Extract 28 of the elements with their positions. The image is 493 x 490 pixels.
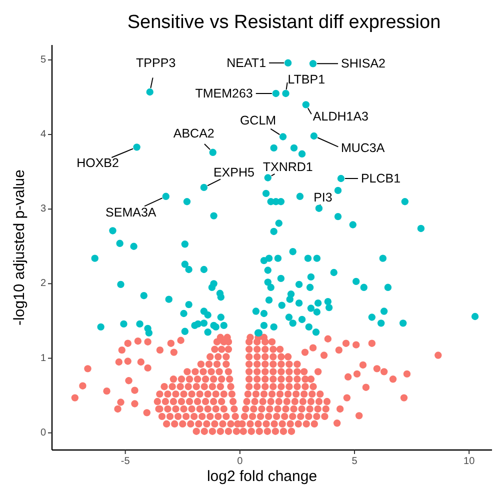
chart-title: Sensitive vs Resistant diff expression [127,12,441,33]
x-tick-label: 0 [237,456,244,467]
y-tick-label: 3 [40,204,46,215]
y-tick-label: 2 [40,278,46,290]
annotation: NEAT1 [226,56,266,70]
y-tick-label: 5 [40,54,46,66]
y-tick-label: 1 [40,352,46,364]
annotation: HOXB2 [76,156,120,170]
annotation: PLCB1 [360,172,401,186]
x-axis-title: log2 fold change [206,468,318,485]
annotation: TMEM263 [195,86,253,100]
annotation: TXNRD1 [262,160,313,174]
x-tick-label: 10 [464,456,476,467]
annotation: TPPP3 [136,56,176,70]
y-tick-label: 4 [40,129,46,140]
annotation: MUC3A [340,140,386,155]
annotation: GCLM [240,114,276,128]
annotation: EXPH5 [213,165,254,180]
y-tick-label: 0 [40,427,46,438]
annotation: ABCA2 [173,126,214,140]
x-tick-label: -5 [120,456,130,467]
x-tick-label: 5 [352,456,358,467]
annotation: SEMA3A [106,205,157,220]
y-axis-title: -log10 adjusted p-value [11,170,28,326]
annotation: LTBP1 [288,72,326,86]
annotation: ALDH1A3 [312,110,369,124]
annotation: SHISA2 [341,56,386,71]
annotation: PI3 [314,190,332,204]
